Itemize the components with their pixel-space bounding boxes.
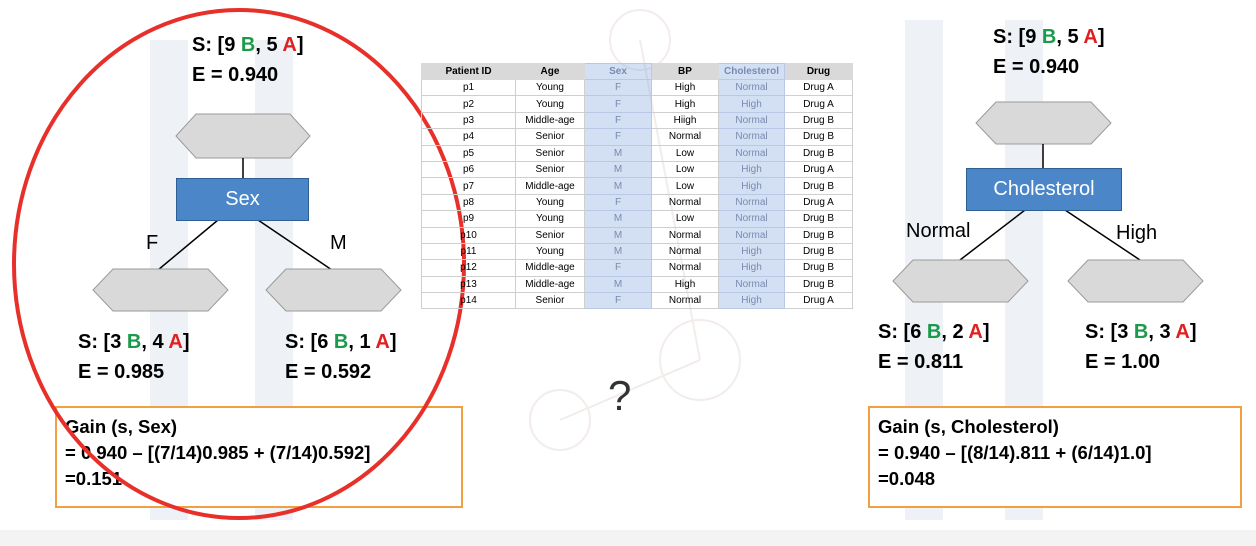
right-branch-normal-label: Normal — [906, 220, 971, 242]
table-row: p12 Middle-age F Normal High Drug B — [421, 259, 853, 277]
right-root-stat: S: [9 B, 5 A] — [993, 26, 1105, 48]
right-leaf-normal-hexagon — [892, 259, 1029, 303]
column-header: Sex — [584, 63, 652, 80]
right-gain-title: Gain (s, Cholesterol) — [878, 416, 1059, 437]
table-row: p13 Middle-age M High Normal Drug B — [421, 275, 853, 294]
table-cell: p14 — [421, 292, 516, 310]
table-cell: Normal — [718, 144, 785, 162]
table-cell: High — [718, 177, 785, 195]
footer-bar — [0, 530, 1256, 546]
right-gain-box: Gain (s, Cholesterol) = 0.940 – [(8/14).… — [868, 406, 1242, 508]
table-row: p9 Young M Low Normal Drug B — [421, 210, 853, 228]
table-cell: Normal — [718, 78, 785, 97]
patient-data-table: Patient ID Age Sex BP Cholesterol Drug p… — [421, 63, 853, 310]
question-mark: ? — [608, 372, 632, 419]
right-branch-normal-line — [959, 209, 1026, 261]
right-branch-high-line — [1064, 209, 1141, 261]
table-cell: High — [718, 292, 785, 310]
right-leaf-normal-stat: S: [6 B, 2 A] — [878, 321, 990, 343]
right-leaf-high-stat: S: [3 B, 3 A] — [1085, 321, 1197, 343]
right-leaf-high-hexagon — [1067, 259, 1204, 303]
table-row: p14 Senior F Normal High Drug A — [421, 292, 853, 310]
table-cell: M — [584, 144, 652, 162]
table-header-row: Patient ID Age Sex BP Cholesterol Drug — [421, 63, 853, 80]
table-row: p5 Senior M Low Normal Drug B — [421, 144, 853, 162]
table-cell: Normal — [718, 128, 785, 146]
table-cell: F — [584, 193, 652, 212]
table-cell: M — [584, 210, 652, 228]
table-cell: High — [718, 242, 785, 261]
table-cell: Normal — [651, 292, 719, 310]
table-row: p2 Young F High High Drug A — [421, 95, 853, 113]
table-cell: F — [584, 95, 652, 113]
table-cell: Drug A — [784, 292, 853, 310]
right-root-hexagon — [975, 101, 1112, 145]
right-split-node: Cholesterol — [966, 168, 1122, 211]
right-leaf-high-entropy: E = 1.00 — [1085, 351, 1161, 373]
table-cell: F — [584, 292, 652, 310]
table-cell: Normal — [718, 226, 785, 244]
right-leaf-normal-entropy: E = 0.811 — [878, 351, 964, 373]
right-gain-formula: = 0.940 – [(8/14).811 + (6/14)1.0] — [878, 442, 1152, 463]
table-cell: M — [584, 275, 652, 294]
column-header: BP — [651, 63, 719, 80]
table-row: p7 Middle-age M Low High Drug B — [421, 177, 853, 195]
right-root-entropy: E = 0.940 — [993, 56, 1080, 78]
right-gain-result: =0.048 — [878, 468, 936, 489]
right-branch-high-label: High — [1116, 222, 1158, 244]
